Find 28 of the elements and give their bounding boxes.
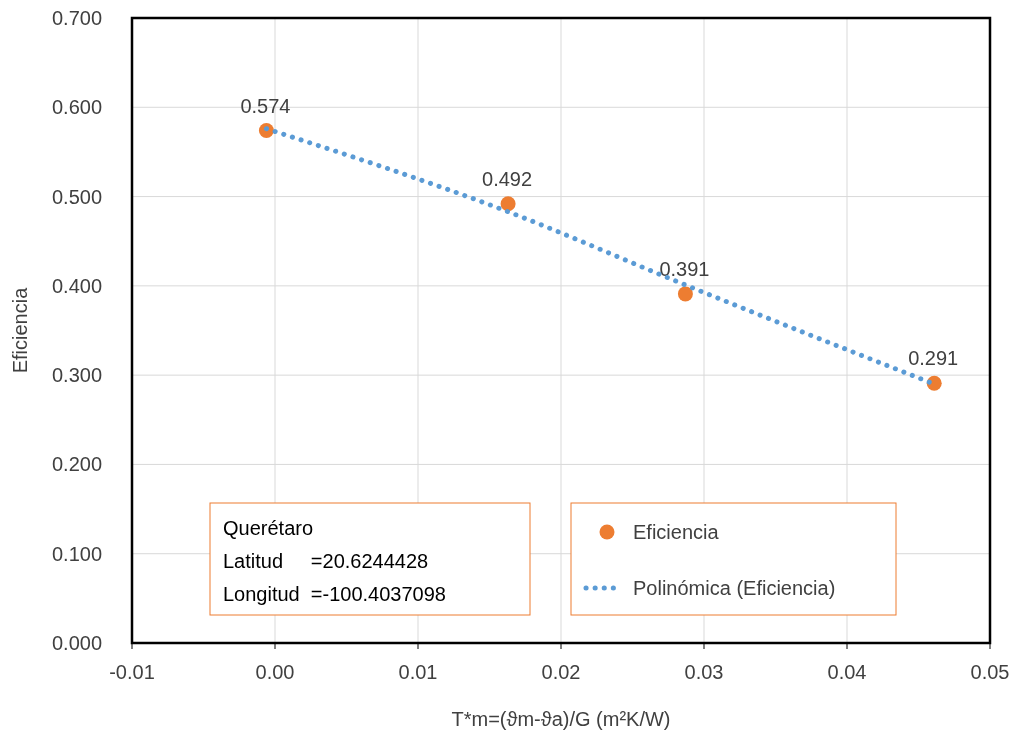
annotation: Longitud =-100.4037098 — [223, 583, 446, 605]
x-tick-label: 0.03 — [684, 661, 724, 683]
x-tick-label: 0.05 — [970, 661, 1010, 683]
legend-label: Eficiencia — [633, 521, 720, 543]
data-label: 0.492 — [482, 167, 533, 190]
y-axis-title: Eficiencia — [9, 286, 31, 374]
y-tick-label: 0.100 — [51, 542, 103, 565]
x-tick-label: 0.01 — [398, 661, 438, 683]
y-tick-label: 0.300 — [51, 364, 103, 387]
y-tick-label: 0.500 — [51, 185, 103, 208]
y-tick-label: 0.600 — [51, 96, 103, 119]
y-tick-label: 0.700 — [51, 7, 103, 29]
annotation: Latitud =20.6244428 — [223, 550, 429, 572]
data-label: 0.291 — [908, 347, 959, 370]
x-axis-title: T*m=(ϑm-ϑa)/G (m²K/W) — [451, 708, 671, 730]
y-tick-label: 0.000 — [51, 632, 103, 654]
y-tick-label: 0.400 — [51, 274, 103, 297]
x-tick-label: -0.01 — [109, 661, 155, 683]
x-tick-label: 0.02 — [541, 661, 581, 683]
y-tick-label: 0.200 — [51, 453, 103, 476]
data-label: 0.391 — [659, 257, 710, 280]
data-label: 0.574 — [240, 94, 291, 117]
legend-label: Polinómica (Eficiencia) — [633, 577, 836, 599]
x-tick-label: 0.04 — [827, 661, 867, 683]
point — [500, 196, 516, 212]
annotation: Querétaro — [223, 517, 314, 539]
point — [677, 286, 693, 302]
x-tick-label: 0.00 — [255, 661, 295, 683]
